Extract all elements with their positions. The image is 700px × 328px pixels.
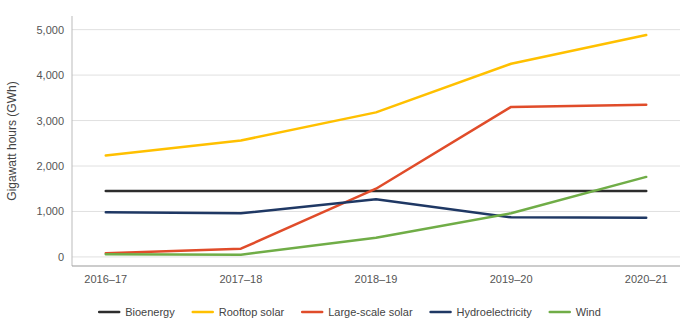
y-axis-line <box>72 16 73 266</box>
legend-swatch <box>193 311 213 314</box>
x-tick-label: 2016–17 <box>84 273 127 285</box>
x-tick-label: 2020–21 <box>625 273 668 285</box>
x-tick-label: 2019–20 <box>490 273 533 285</box>
series-line <box>106 190 646 193</box>
chart: 0 1,000 2,000 3,000 4,000 5,000 2016–17 2017–18… <box>0 0 700 328</box>
grid-line <box>72 120 680 121</box>
series-group <box>106 35 646 255</box>
y-tick-label: 4,000 <box>36 69 64 81</box>
grid <box>72 30 680 257</box>
x-axis-line <box>72 266 680 267</box>
legend-swatch <box>99 311 119 314</box>
legend-label: Wind <box>576 306 601 318</box>
grid-line <box>72 166 680 167</box>
series-line <box>106 177 646 255</box>
grid-line <box>72 75 680 76</box>
legend-item: Bioenergy <box>99 306 175 318</box>
series-line <box>106 199 646 218</box>
legend-item: Rooftop solar <box>193 306 285 318</box>
grid-line <box>72 256 680 257</box>
legend-swatch <box>550 311 570 314</box>
legend-label: Rooftop solar <box>219 306 285 318</box>
y-axis-label: Gigawatt hours (GWh) <box>5 81 19 200</box>
series-line <box>106 35 646 155</box>
legend-label: Bioenergy <box>125 306 175 318</box>
y-tick-label: 2,000 <box>36 160 64 172</box>
legend-swatch <box>431 311 451 314</box>
x-tick-label: 2018–19 <box>355 273 398 285</box>
series-line <box>106 105 646 254</box>
y-tick-label: 1,000 <box>36 205 64 217</box>
grid-line <box>72 29 680 30</box>
legend-label: Large-scale solar <box>328 306 413 318</box>
y-tick-label: 3,000 <box>36 115 64 127</box>
x-tick-label: 2017–18 <box>219 273 262 285</box>
legend-item: Hydroelectricity <box>431 306 533 318</box>
y-tick-label: 0 <box>58 251 64 263</box>
y-tick-label: 5,000 <box>36 24 64 36</box>
legend-item: Wind <box>550 306 601 318</box>
legend: Bioenergy Rooftop solar Large-scale solar H… <box>99 306 601 318</box>
legend-label: Hydroelectricity <box>457 306 533 318</box>
legend-item: Large-scale solar <box>302 306 413 318</box>
legend-swatch <box>302 311 322 314</box>
